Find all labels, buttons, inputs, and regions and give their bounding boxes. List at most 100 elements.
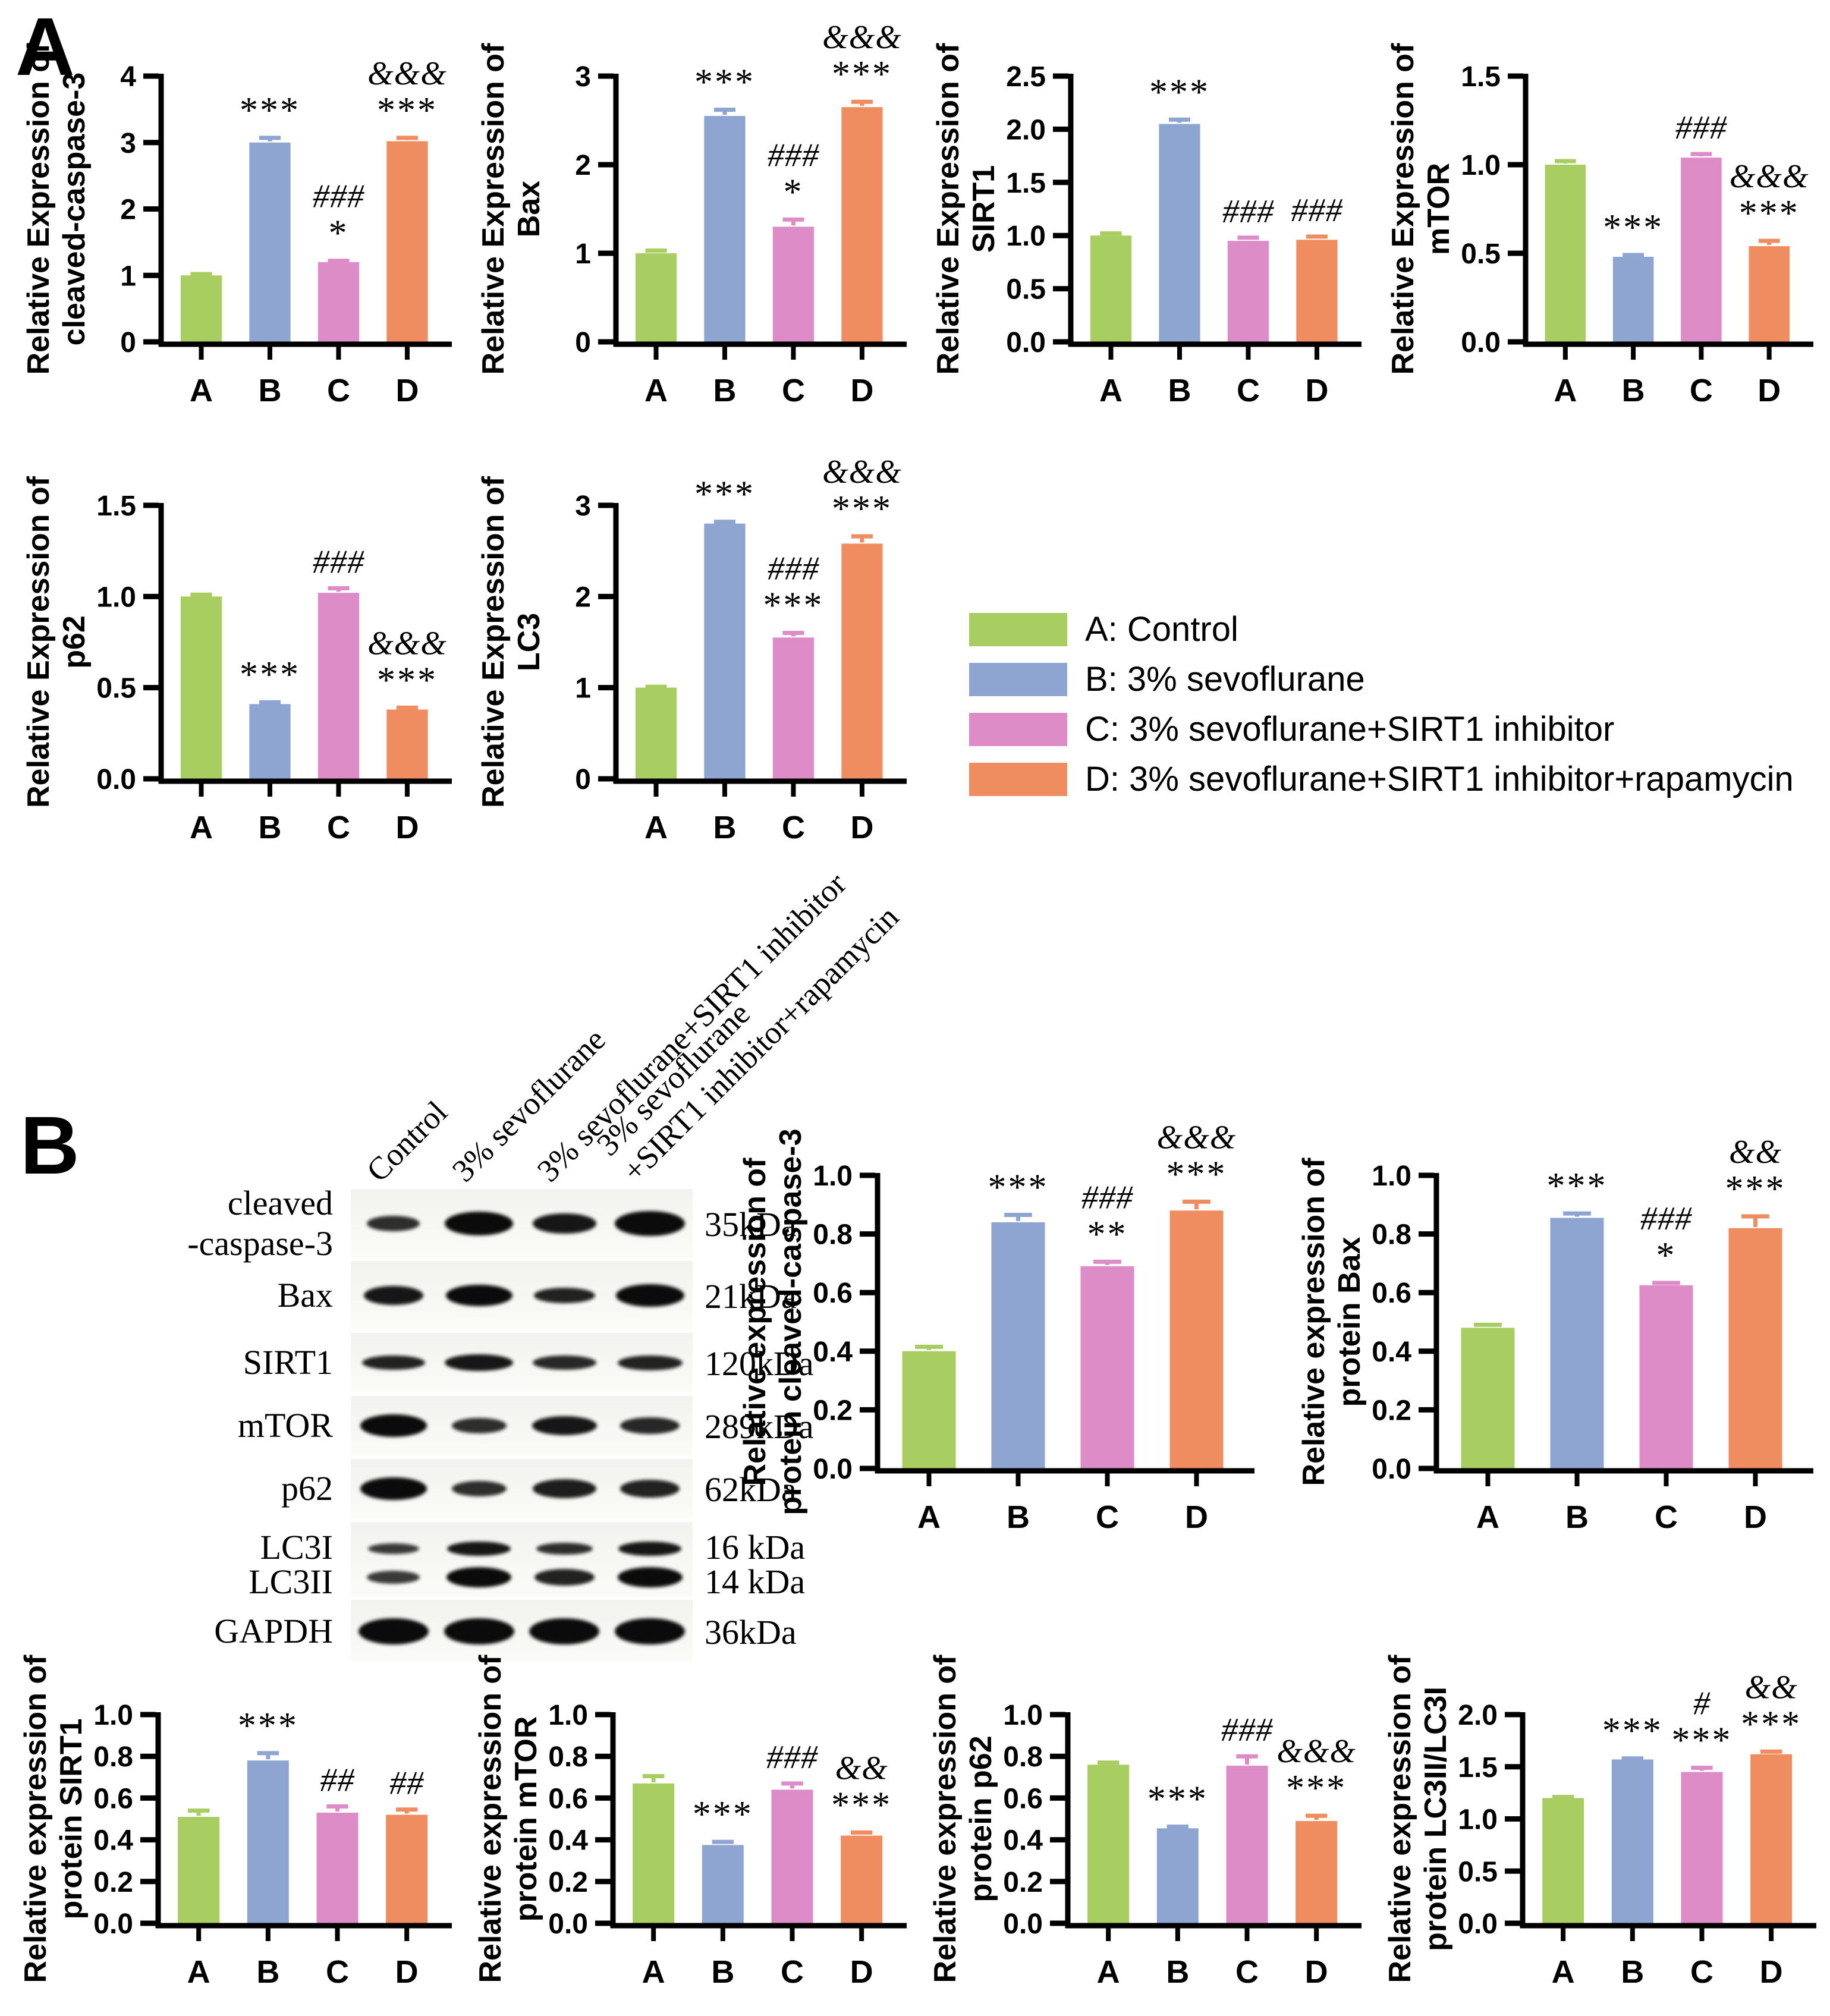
bar-D [841, 1835, 883, 1926]
x-label-D: D [395, 1954, 419, 1990]
error-bar-D [851, 534, 873, 543]
y-axis-title-line: Relative expression of [1297, 1158, 1331, 1486]
annotation-B: *** [238, 1706, 298, 1746]
bar-A [902, 1351, 956, 1471]
x-label-A: A [190, 373, 213, 408]
chart-svg-b-mtor: A B***C###D&&***0.00.20.40.60.81.0Relativ… [473, 1655, 907, 1990]
blot-band [360, 1477, 427, 1500]
bar-D [386, 709, 428, 781]
bar-C [772, 227, 815, 344]
annotation-B: *** [1147, 1779, 1208, 1819]
y-axis-title-line: Relative expression of [738, 1158, 772, 1486]
x-label-B: B [1565, 1499, 1589, 1535]
annotation-D: *** [831, 1785, 892, 1825]
bar-B [249, 704, 291, 781]
blot-band [533, 1479, 596, 1498]
bar-A [1090, 235, 1132, 344]
legend-swatch-sirt1-inhibitor [969, 713, 1067, 746]
annotation-D: &&& [822, 19, 902, 56]
annotation-D: ### [1291, 192, 1342, 229]
legend-label-sevoflurane: B: 3% sevoflurane [1085, 660, 1365, 699]
x-label-C: C [1690, 373, 1713, 408]
x-label-C: C [326, 1954, 349, 1990]
bar-A [1542, 1798, 1584, 1926]
x-label-D: D [1744, 1499, 1767, 1535]
bar-C [317, 593, 360, 781]
bar-A [635, 253, 677, 344]
chart-svg-a-sirt1: A B *** C ### D ### 0.0 0.5 1.0 1.5 2.0 2.5 Relative … [931, 43, 1362, 408]
y-tick-label: 4 [120, 61, 136, 93]
y-tick-label: 0.6 [548, 1783, 588, 1814]
blot-kda-label: 14 kDa [705, 1562, 806, 1601]
blot-band [620, 1417, 680, 1434]
annotation-D: *** [1739, 193, 1800, 234]
y-tick-label: 0.2 [813, 1395, 853, 1426]
bar-B [1612, 256, 1654, 344]
y-axis-title-line: Relative Expression of [1386, 43, 1420, 375]
blot-strip-p62 [351, 1459, 693, 1518]
blot-row-label: mTOR [237, 1406, 333, 1445]
error-bar-B [712, 1839, 734, 1844]
y-tick-label: 2 [575, 581, 591, 613]
x-label-D: D [1760, 1954, 1783, 1990]
blot-band [358, 1618, 429, 1644]
y-tick-label: 0.2 [93, 1867, 133, 1898]
bar-A [635, 687, 677, 781]
y-axis-title-line: protein LC3II/LC3I [1419, 1687, 1453, 1951]
error-bar-D [396, 705, 418, 710]
annotation-D: &&& [367, 625, 447, 662]
x-label-C: C [1237, 373, 1260, 408]
error-bar-B [1004, 1213, 1032, 1221]
bar-C [1639, 1285, 1693, 1471]
bar-C [1227, 241, 1269, 344]
error-bar-B [257, 1751, 279, 1760]
x-label-D: D [850, 810, 873, 845]
blot-band [451, 1481, 507, 1496]
bar-D [386, 1814, 428, 1926]
x-label-C: C [327, 373, 350, 408]
y-tick-label: 1.0 [548, 1700, 588, 1731]
legend: A: Control B: 3% sevoflurane C: 3% sevof… [969, 612, 1794, 797]
error-bar-B [1563, 1211, 1591, 1217]
y-axis-title-line: SIRT1 [967, 165, 1001, 253]
blot-strip-lc3i [351, 1522, 693, 1596]
bar-B [991, 1222, 1045, 1471]
bar-D [1728, 1228, 1782, 1471]
chart-a-cleaved-caspase-3: A B *** C ### * D &&& *** 0 1 2 3 4 Relative Expressio… [18, 9, 461, 428]
annotation-C: ### [1640, 1200, 1692, 1237]
annotation-C: ### [1081, 1179, 1133, 1216]
x-label-D: D [395, 373, 419, 408]
error-bar-D [1183, 1199, 1210, 1210]
y-tick-label: 1.5 [1458, 1752, 1498, 1784]
annotation-C: ### [313, 544, 364, 581]
y-axis-title-line: protein SIRT1 [54, 1718, 89, 1919]
x-label-B: B [1007, 1499, 1030, 1535]
x-label-A: A [642, 1954, 665, 1990]
legend-swatch-sevoflurane [969, 663, 1067, 696]
annotation-C: *** [763, 586, 823, 626]
chart-svg-b-sirt1: A B *** C ## D ## 0.0 0.2 0.4 0.6 0.8 1.0 Relative ex… [18, 1655, 452, 1990]
chart-svg-b-caspase3: A B***C###**D&&&***0.00.20.40.60.81.0Rela… [738, 1119, 1254, 1535]
y-tick-label: 0.8 [813, 1219, 853, 1251]
x-label-C: C [1096, 1499, 1119, 1535]
blot-band [533, 1287, 596, 1303]
annotation-C: ** [1087, 1214, 1128, 1254]
y-tick-label: 1.0 [1006, 221, 1046, 252]
blot-band [617, 1355, 683, 1370]
annotation-D: *** [1741, 1704, 1801, 1744]
error-bar-B [1623, 253, 1644, 257]
annotation-D: && [1729, 1134, 1782, 1171]
x-label-D: D [1185, 1499, 1208, 1535]
y-tick-label: 0.4 [1003, 1825, 1043, 1857]
annotation-C: ### [1222, 193, 1274, 230]
error-bar-C [328, 586, 350, 592]
chart-svg-b-p62: A B***C###D&&&***0.00.20.40.60.81.0Relati… [928, 1655, 1362, 1990]
annotation-B: *** [694, 62, 755, 103]
bar-C [1226, 1765, 1268, 1926]
bar-C [316, 1812, 359, 1926]
error-bar-D [1305, 1813, 1328, 1820]
y-tick-label: 0.0 [1006, 327, 1046, 358]
error-bar-C [781, 1781, 803, 1789]
